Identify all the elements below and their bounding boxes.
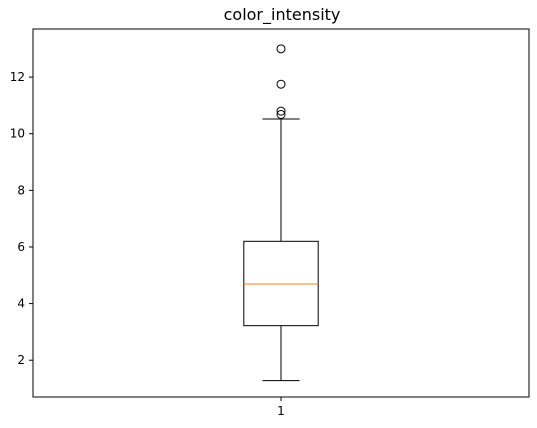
y-tick-label: 4 xyxy=(17,297,25,311)
plot-axes: 2 4 6 8 10 12 1 xyxy=(10,70,285,418)
x-tick-label: 1 xyxy=(277,404,285,418)
chart-title: color_intensity xyxy=(224,5,341,25)
y-tick-label: 12 xyxy=(10,70,25,84)
outlier-point xyxy=(276,106,286,116)
y-tick-label: 2 xyxy=(17,353,25,367)
outlier-point xyxy=(276,44,286,54)
plot-marks xyxy=(243,44,319,382)
outlier-point xyxy=(276,79,286,89)
y-tick-label: 10 xyxy=(10,127,25,141)
outlier-point xyxy=(276,109,286,119)
iqr-box xyxy=(243,240,319,327)
y-tick-label: 8 xyxy=(17,183,25,197)
plot-frame xyxy=(32,28,530,398)
y-tick-label: 6 xyxy=(17,240,25,254)
